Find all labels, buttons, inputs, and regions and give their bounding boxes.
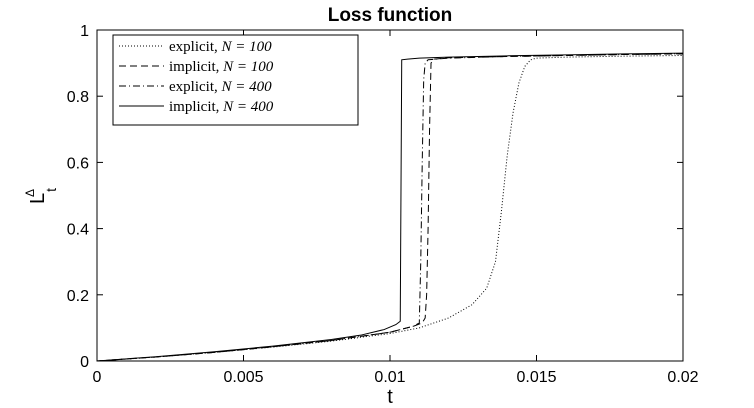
legend-label: explicit, N = 100 [169, 39, 272, 55]
y-tick-label: 0.6 [67, 155, 89, 172]
x-tick-label: 0.01 [374, 369, 405, 386]
x-tick-label: 0.015 [516, 369, 556, 386]
x-axis-label: t [387, 386, 393, 408]
y-axis-label-main: L [27, 193, 49, 204]
y-tick-label: 0.8 [67, 89, 89, 106]
y-tick-label: 1 [80, 23, 89, 40]
x-tick-label: 0.005 [223, 369, 263, 386]
legend-box [112, 34, 359, 126]
series-line-dashdot [96, 53, 684, 362]
series-line-dashed [96, 53, 684, 362]
legend-label: implicit, N = 100 [169, 59, 274, 75]
y-axis-label-sub: t [43, 188, 59, 192]
y-axis-label-sup: Δ [23, 189, 37, 197]
chart-title: Loss function [328, 5, 453, 26]
series-line-dotted [96, 54, 684, 362]
y-tick-label: 0.4 [67, 222, 89, 239]
svg-text:LtΔ: Lt Δ [23, 188, 59, 204]
legend: explicit, N = 100 implicit, N = 100 explic… [112, 34, 359, 126]
x-tick-label: 0.02 [667, 369, 698, 386]
y-tick-label: 0.2 [67, 288, 89, 305]
x-tick-label: 0 [93, 369, 102, 386]
series-layer [96, 52, 684, 362]
y-axis: 0 0.2 0.4 0.6 0.8 1 [67, 23, 683, 371]
series-line-solid [96, 52, 684, 362]
y-tick-label: 0 [80, 354, 89, 371]
y-axis-label: Lt Δ [23, 188, 59, 204]
x-axis: 0 0.005 0.01 0.015 0.02 [93, 30, 699, 386]
legend-label: explicit, N = 400 [169, 79, 272, 95]
legend-label: implicit, N = 400 [169, 99, 274, 115]
